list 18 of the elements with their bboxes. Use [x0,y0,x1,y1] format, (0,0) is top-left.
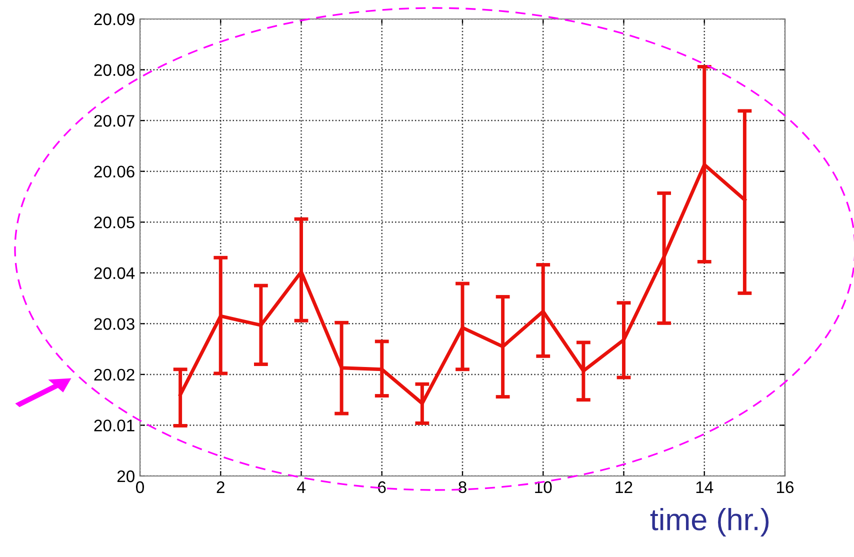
x-tick-label: 4 [297,481,306,493]
y-tick-label: 20.05 [94,216,134,228]
x-tick-label: 8 [458,481,466,494]
y-tick-label: 20.07 [94,114,134,127]
x-tick-label: 0 [136,481,144,494]
x-axis-title: time (hr.) [650,508,769,536]
y-tick-label: 20 [117,470,134,482]
x-tick-label: 2 [216,481,224,493]
y-tick-label: 20.09 [94,13,134,26]
y-tick-label: 20.04 [94,267,135,280]
x-tick-label: 12 [616,481,632,493]
x-tick-label: 14 [696,481,714,493]
y-tick-label: 20.06 [94,166,134,178]
x-tick-label: 16 [777,481,794,494]
y-tick-label: 20.02 [94,368,134,381]
y-tick-label: 20.03 [94,318,134,330]
y-tick-label: 20.01 [94,420,134,432]
y-tick-label: 20.08 [94,64,134,76]
